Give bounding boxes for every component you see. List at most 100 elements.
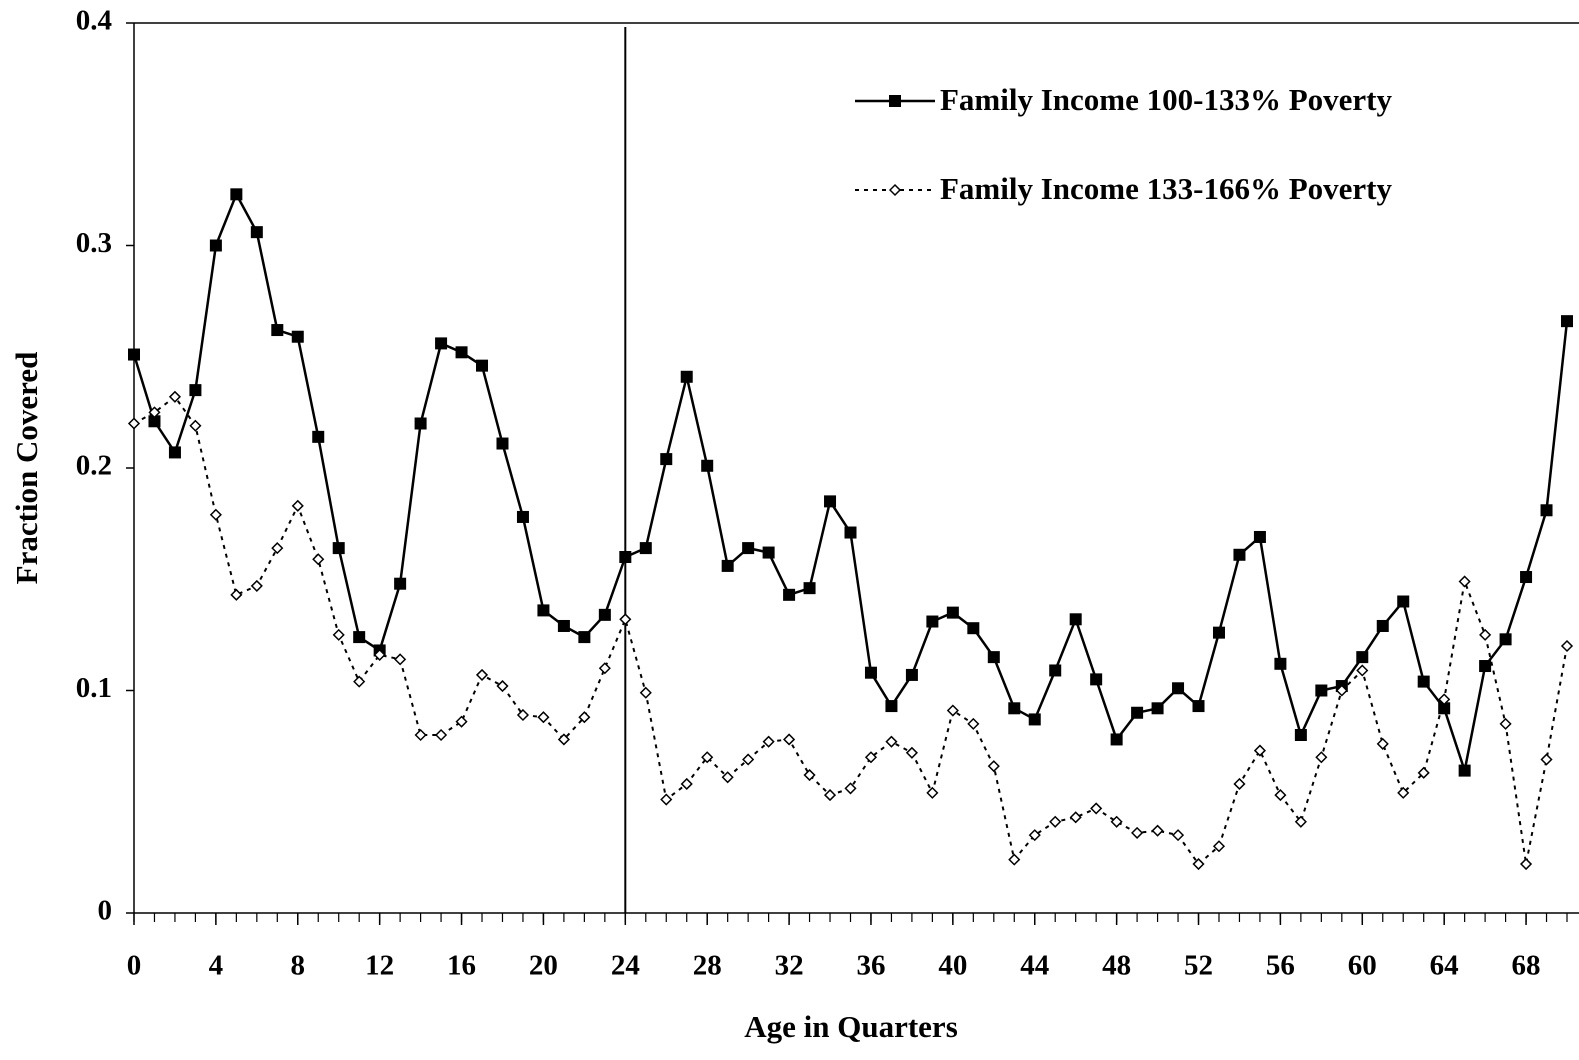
data-point xyxy=(250,579,263,592)
data-point xyxy=(148,415,161,428)
series-line xyxy=(133,395,1568,866)
data-point xyxy=(1131,826,1144,839)
data-point xyxy=(394,653,407,666)
data-point xyxy=(1172,682,1185,695)
data-point xyxy=(967,622,980,635)
data-point xyxy=(209,508,222,521)
data-point xyxy=(660,793,673,806)
x-tick-label: 48 xyxy=(1102,950,1131,982)
data-point xyxy=(803,582,816,595)
data-point xyxy=(189,384,202,397)
data-point xyxy=(844,526,857,539)
x-tick-label: 68 xyxy=(1512,950,1541,982)
data-point xyxy=(1479,628,1492,641)
data-point xyxy=(1458,575,1471,588)
data-point xyxy=(332,542,345,555)
data-point xyxy=(885,700,898,713)
data-point xyxy=(168,390,182,403)
y-tick-label: 0 xyxy=(98,895,113,927)
data-point xyxy=(1233,548,1246,561)
x-tick-label: 40 xyxy=(938,950,967,982)
data-point xyxy=(250,226,263,239)
data-point xyxy=(1376,737,1389,750)
data-point xyxy=(803,768,816,782)
data-point xyxy=(496,437,509,450)
data-point xyxy=(1356,664,1369,677)
data-point xyxy=(414,728,427,742)
data-point xyxy=(1519,857,1533,871)
x-tick-label: 24 xyxy=(611,950,640,982)
x-tick-label: 20 xyxy=(529,950,558,982)
data-point xyxy=(1417,675,1430,688)
series-line xyxy=(132,191,1569,776)
data-point xyxy=(332,628,345,641)
data-point xyxy=(189,419,202,432)
data-point xyxy=(864,751,878,764)
legend-text: Family Income 133-166% Poverty xyxy=(940,171,1392,206)
y-tick-label: 0.3 xyxy=(76,227,112,259)
data-point xyxy=(1049,664,1062,677)
data-point xyxy=(1090,802,1103,815)
data-point xyxy=(1110,815,1123,828)
data-point xyxy=(905,668,918,681)
data-point xyxy=(1171,829,1185,842)
data-point xyxy=(1356,651,1369,664)
y-tick-label: 0.2 xyxy=(76,450,112,482)
data-point xyxy=(435,337,448,350)
data-point xyxy=(783,588,796,601)
x-tick-label: 16 xyxy=(447,950,476,982)
x-tick-label: 56 xyxy=(1266,950,1295,982)
data-point xyxy=(885,735,898,748)
data-point xyxy=(721,559,734,572)
y-tick-label: 0.4 xyxy=(76,5,112,37)
legend-text: Family Income 100-133% Poverty xyxy=(940,82,1392,117)
data-point xyxy=(946,704,959,717)
data-point xyxy=(1151,702,1164,715)
data-point xyxy=(1274,789,1287,802)
data-point xyxy=(476,359,489,372)
data-point xyxy=(353,631,366,644)
data-point xyxy=(783,733,796,746)
data-point xyxy=(578,631,591,644)
data-point xyxy=(639,686,652,699)
data-point xyxy=(1192,857,1205,871)
data-point xyxy=(742,542,755,555)
data-point xyxy=(1253,530,1266,543)
data-point xyxy=(455,346,468,359)
x-tick-label: 64 xyxy=(1430,950,1459,982)
data-point xyxy=(435,728,448,742)
data-point xyxy=(1212,626,1225,639)
data-point xyxy=(1131,706,1144,719)
data-point xyxy=(1233,777,1246,791)
data-point xyxy=(414,417,427,430)
x-tick-label: 52 xyxy=(1184,950,1213,982)
data-point xyxy=(639,542,652,555)
data-point xyxy=(1438,693,1451,706)
data-point xyxy=(557,733,570,746)
data-point xyxy=(1561,315,1573,328)
data-point xyxy=(475,668,489,681)
data-point xyxy=(1458,764,1471,777)
data-point xyxy=(127,417,141,430)
data-point xyxy=(271,324,284,337)
x-tick-label: 12 xyxy=(365,950,394,982)
data-point xyxy=(1110,733,1123,746)
data-point xyxy=(1294,729,1307,741)
data-point xyxy=(209,239,222,252)
x-tick-label: 0 xyxy=(127,950,142,982)
data-point xyxy=(1397,786,1410,799)
data-point xyxy=(373,648,386,661)
data-point xyxy=(598,662,611,675)
data-point xyxy=(1008,702,1021,715)
data-point xyxy=(967,717,980,730)
data-point xyxy=(1499,717,1512,730)
data-point xyxy=(946,606,959,619)
data-point xyxy=(660,453,673,466)
data-point xyxy=(1499,633,1512,646)
data-point xyxy=(1397,595,1410,608)
x-tick-label: 60 xyxy=(1348,950,1377,982)
x-axis-label: Age in Quarters xyxy=(744,1009,958,1044)
data-point xyxy=(1049,815,1062,828)
data-point xyxy=(1212,840,1226,853)
